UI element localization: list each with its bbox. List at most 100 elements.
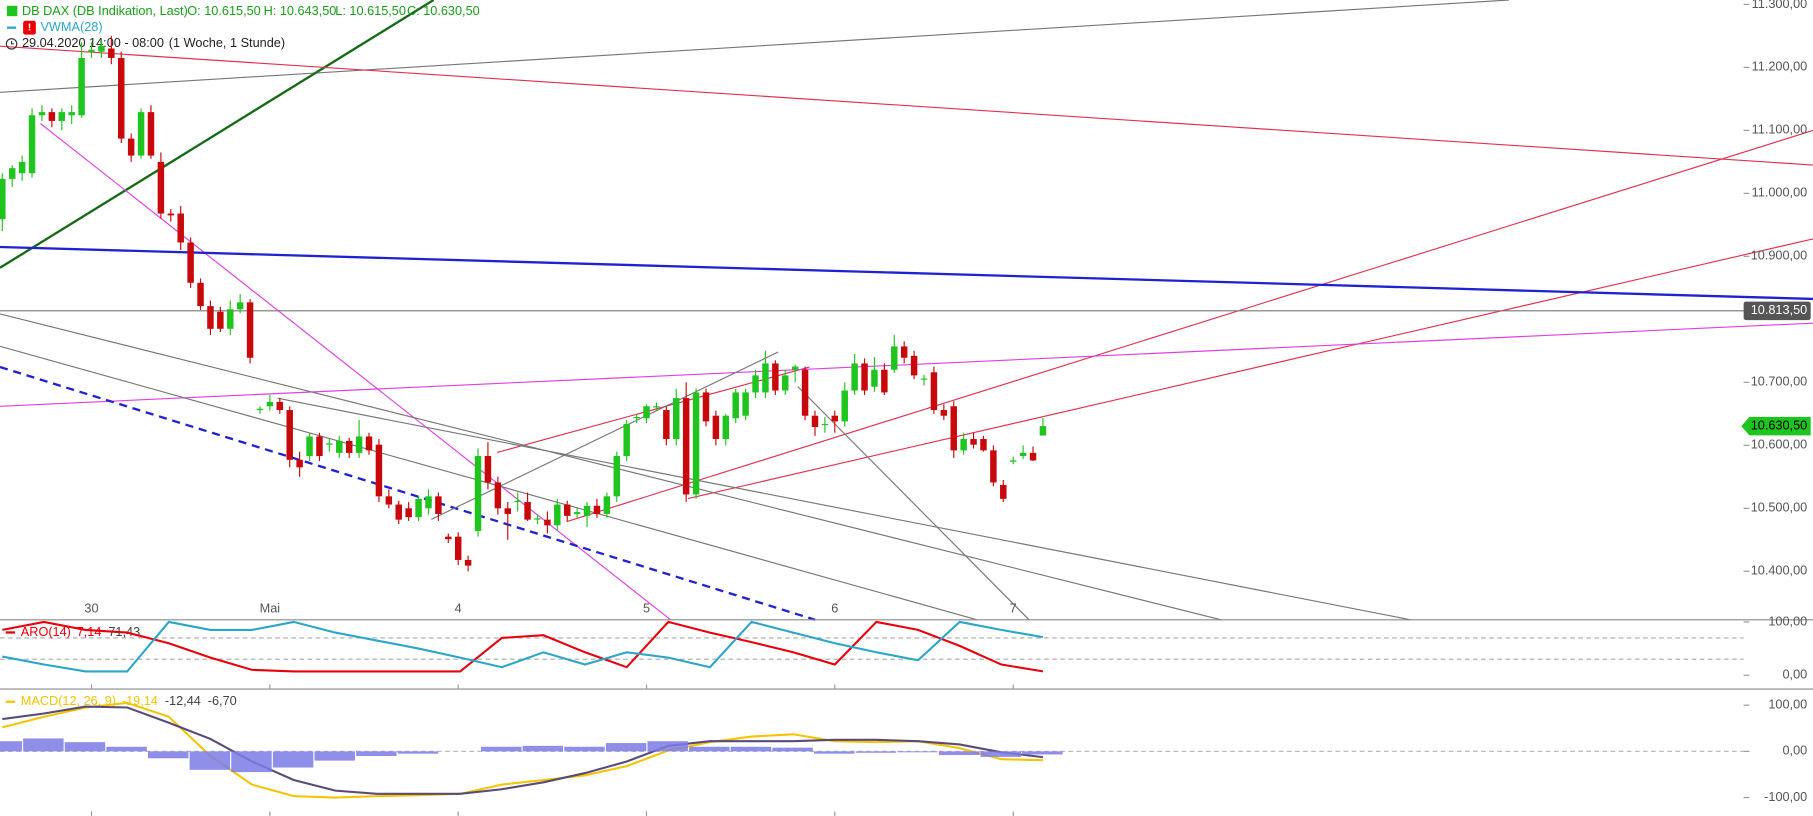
candle-body (217, 311, 224, 329)
histogram-bar (814, 751, 855, 754)
candle-body (752, 375, 759, 393)
symbol-title: DB DAX (DB Indikation, Last) (22, 4, 188, 18)
indicator-line (2, 705, 1044, 795)
candle-body (38, 112, 46, 116)
trend-line (431, 351, 779, 520)
x-tick-label: 5 (643, 602, 650, 616)
candle-body (405, 508, 412, 518)
histogram-bar (647, 741, 688, 752)
indicator-line (2, 620, 1044, 673)
candle-body (980, 439, 987, 451)
candle-body (316, 436, 323, 457)
trend-line (566, 129, 1813, 523)
candle-body (930, 372, 938, 411)
candle-body (534, 518, 541, 520)
candle-body (593, 505, 601, 514)
trend-line (0, 0, 1509, 93)
candle-body (950, 406, 957, 451)
x-tick-label: Mai (260, 602, 280, 616)
candle-body (861, 363, 868, 391)
histogram-bar (522, 745, 564, 752)
histogram-bar (189, 751, 231, 770)
legend-value: -12,44 (165, 694, 201, 708)
candle-body (286, 410, 293, 460)
candle-body (573, 512, 581, 514)
candle-body (157, 161, 165, 214)
trend-line (40, 123, 671, 621)
candle-body (871, 369, 878, 387)
candle-body (583, 505, 591, 516)
histogram-bar (23, 738, 64, 752)
candle-body (673, 398, 680, 440)
candle-body (227, 309, 234, 329)
candle-body (326, 443, 333, 445)
candle-body (990, 450, 997, 483)
candle-body (137, 112, 145, 156)
candle-body (127, 138, 135, 156)
candle-body (484, 456, 492, 483)
candle-body (375, 444, 383, 497)
y-tick-label: 10.500,00 (1751, 501, 1808, 515)
legend-value: 7,14 (77, 625, 102, 639)
candle-body (0, 178, 6, 220)
candle-body (1000, 484, 1007, 499)
candle-body (187, 242, 194, 283)
y-tick-label: 10.400,00 (1751, 564, 1808, 578)
candles (0, 35, 1047, 572)
candle-body (108, 48, 115, 58)
candle-body (425, 496, 432, 509)
candle-body (702, 392, 710, 422)
histogram-bar (772, 747, 813, 752)
histogram-bar (605, 743, 647, 752)
candle-body (1029, 452, 1037, 461)
warning-icon[interactable] (23, 20, 36, 35)
histogram-bar (855, 751, 897, 753)
candle-body (266, 401, 274, 407)
legend-value: -6,70 (208, 694, 237, 708)
histogram-bar (897, 751, 938, 753)
candle-body (851, 363, 858, 391)
candle-body (623, 423, 630, 457)
candle-body (385, 496, 393, 505)
low-value: L: 10.615,50 (335, 4, 406, 18)
histogram-bar (272, 751, 314, 768)
candle-body (365, 436, 373, 451)
clock-icon (5, 38, 18, 50)
high-value: H: 10.643,50 (264, 4, 337, 18)
candle-body (841, 390, 848, 422)
candle-body (98, 45, 105, 52)
candle-body (504, 508, 511, 514)
trend-line (0, 313, 1222, 621)
candle-body (603, 496, 611, 514)
candle-body (900, 346, 908, 358)
candle-body (58, 112, 66, 121)
indicator-label[interactable]: VWMA(28) (40, 20, 102, 34)
candle-body (147, 112, 155, 156)
trend-line (277, 397, 1411, 621)
candle-body (920, 378, 928, 380)
open-value: O: 10.615,50 (187, 4, 260, 18)
candle-body (524, 502, 531, 520)
candle-body (821, 423, 829, 426)
candle-body (692, 392, 700, 495)
candle-body (197, 282, 204, 307)
candle-body (118, 57, 125, 139)
histogram-bar (64, 742, 106, 752)
candle-body (296, 459, 303, 468)
candle-body (88, 49, 95, 52)
histogram-bar (564, 746, 605, 752)
y-tick-label: 100,00 (1768, 614, 1807, 628)
legend-value: -19,14 (122, 694, 158, 708)
x-tick-label: 6 (831, 602, 838, 616)
candle-body (1039, 426, 1047, 436)
candle-body (682, 398, 690, 495)
candle-body (355, 436, 363, 453)
clock-hand (10, 40, 14, 45)
last-price-badge (1741, 416, 1811, 436)
candle-body (633, 416, 640, 419)
warning-mark: ! (28, 22, 31, 33)
candle-body (464, 559, 472, 566)
candle-body (48, 112, 56, 121)
